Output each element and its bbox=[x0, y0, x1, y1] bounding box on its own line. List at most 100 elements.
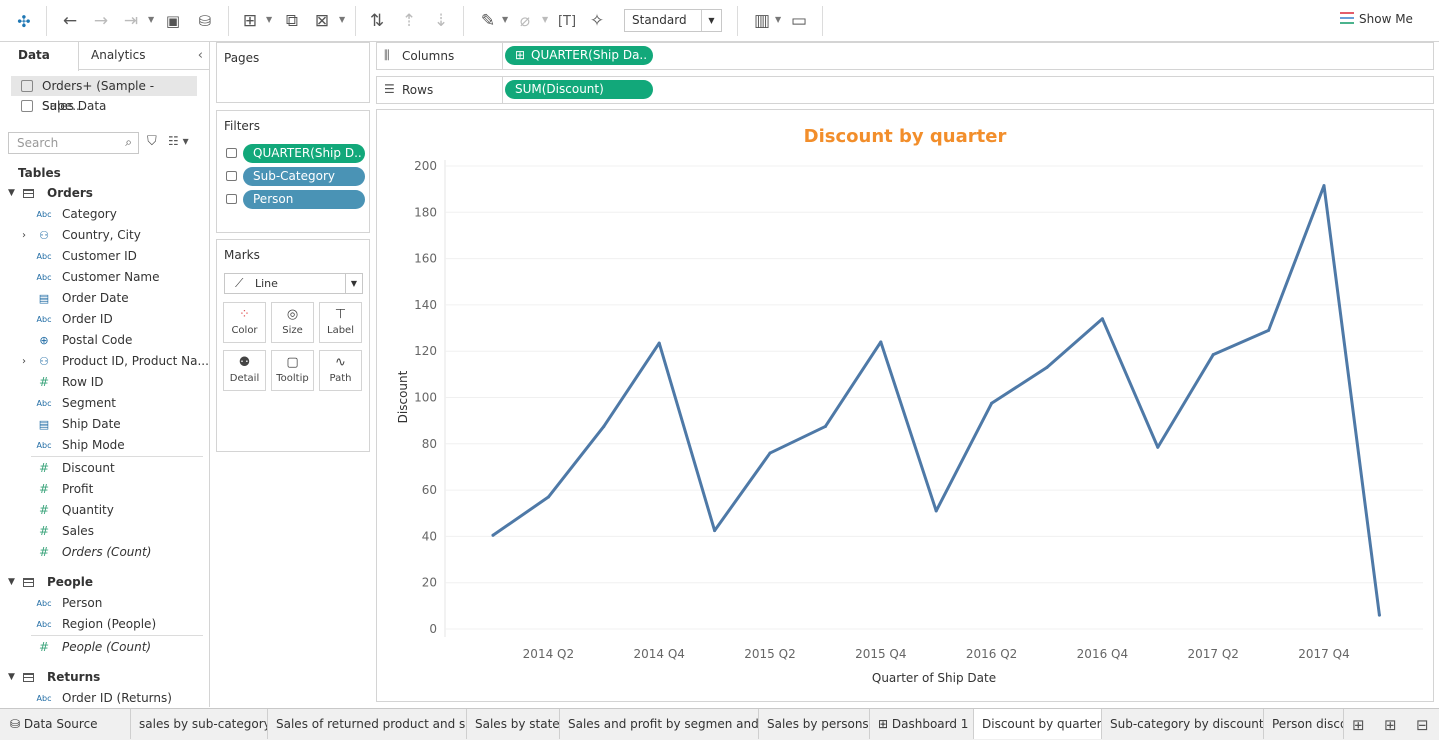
pin-icon[interactable]: ✧ bbox=[589, 11, 605, 31]
text-label-icon[interactable]: [T] bbox=[557, 13, 577, 29]
sort-ascending-icon[interactable]: ⇡ bbox=[401, 11, 417, 31]
show-cards-caret-icon[interactable]: ▼ bbox=[775, 15, 782, 24]
new-worksheet-icon[interactable]: ⊞ bbox=[1352, 716, 1365, 734]
datasource-item-sales-data[interactable]: Sales Data bbox=[0, 96, 209, 116]
chevron-right-icon[interactable]: › bbox=[22, 230, 26, 241]
search-input[interactable]: Search ⌕ bbox=[8, 132, 139, 154]
field-quantity[interactable]: # Quantity bbox=[0, 500, 208, 521]
path-button[interactable]: ∿ Path bbox=[319, 350, 362, 391]
field-segment[interactable]: Abc Segment bbox=[0, 393, 208, 414]
field-category[interactable]: Abc Category bbox=[0, 204, 208, 225]
field-customer-name[interactable]: Abc Customer Name bbox=[0, 267, 208, 288]
expand-plus-icon[interactable]: ⊞ bbox=[515, 48, 526, 62]
field-customer-id[interactable]: Abc Customer ID bbox=[0, 246, 208, 267]
save-icon[interactable]: ▣ bbox=[165, 12, 181, 30]
mark-type-value: Line bbox=[255, 277, 278, 290]
color-button[interactable]: ⁘ Color bbox=[223, 302, 266, 343]
filter-pill-person[interactable]: Person bbox=[243, 190, 365, 209]
field-order-id-returns[interactable]: Abc Order ID (Returns) bbox=[0, 688, 208, 709]
field-region-people[interactable]: Abc Region (People) bbox=[0, 614, 208, 635]
sheet-tab[interactable]: Sales of returned product and s... bbox=[268, 709, 467, 739]
tableau-logo-icon[interactable]: ✣ bbox=[17, 11, 31, 31]
field-discount[interactable]: # Discount bbox=[0, 458, 208, 479]
sheet-tab[interactable]: Sales by persons bbox=[759, 709, 870, 739]
sheet-tab[interactable]: Sales and profit by segmen and ... bbox=[560, 709, 759, 739]
rows-shelf[interactable]: ☰ Rows SUM(Discount) bbox=[376, 76, 1434, 104]
table-header-orders[interactable]: ▼ Orders bbox=[0, 183, 208, 204]
dashboard-tab[interactable]: ⊞ Dashboard 1 bbox=[870, 709, 974, 739]
replay-icon[interactable]: ⇥ bbox=[123, 11, 139, 31]
filter-icon[interactable]: ⛉ bbox=[147, 134, 157, 149]
size-label: Size bbox=[282, 325, 303, 336]
data-point bbox=[1377, 613, 1381, 617]
data-pane: Data Analytics ‹ Orders+ (Sample - Supe.… bbox=[0, 42, 210, 707]
sheet-tab-active[interactable]: Discount by quarter bbox=[974, 709, 1102, 739]
y-tick-label: 160 bbox=[414, 252, 437, 266]
tab-data[interactable]: Data bbox=[0, 42, 79, 71]
field-country-city[interactable]: › ⚇ Country, City bbox=[0, 225, 208, 246]
new-datasource-icon[interactable]: ⛁ bbox=[198, 12, 212, 30]
collapse-pane-icon[interactable]: ‹ bbox=[197, 48, 203, 63]
table-header-people[interactable]: ▼ People bbox=[0, 572, 208, 593]
sheet-tab[interactable]: Sales by state bbox=[467, 709, 560, 739]
field-ship-date[interactable]: ▤ Ship Date bbox=[0, 414, 208, 435]
group-icon[interactable]: ⌀ bbox=[519, 11, 531, 31]
field-ship-mode[interactable]: Abc Ship Mode bbox=[0, 435, 208, 456]
field-product-id[interactable]: › ⚇ Product ID, Product Na... bbox=[0, 351, 208, 372]
rows-pill-discount[interactable]: SUM(Discount) bbox=[505, 80, 653, 99]
mark-type-select[interactable]: ⟋ Line ▼ bbox=[224, 273, 363, 294]
clear-sheet-caret-icon[interactable]: ▼ bbox=[339, 15, 346, 24]
columns-pill-quarter[interactable]: ⊞ QUARTER(Ship Da.. bbox=[505, 46, 653, 65]
replay-caret-icon[interactable]: ▼ bbox=[148, 15, 155, 24]
field-row-id[interactable]: # Row ID bbox=[0, 372, 208, 393]
field-order-id[interactable]: Abc Order ID bbox=[0, 309, 208, 330]
chart-view[interactable]: Discount by quarter 0 20 40 60 80 100 120 140 160… bbox=[376, 109, 1434, 702]
datasource-item-orders[interactable]: Orders+ (Sample - Supe... bbox=[11, 76, 197, 113]
new-worksheet-caret-icon[interactable]: ▼ bbox=[266, 15, 273, 24]
redo-icon[interactable]: → bbox=[93, 11, 109, 31]
swap-icon[interactable]: ⇅ bbox=[369, 11, 385, 31]
new-dashboard-icon[interactable]: ⊞ bbox=[1384, 716, 1397, 734]
duplicate-icon[interactable]: ⧉ bbox=[285, 11, 299, 31]
field-postal-code[interactable]: ⊕ Postal Code bbox=[0, 330, 208, 351]
field-label: Ship Date bbox=[62, 417, 121, 431]
group-caret-icon[interactable]: ▼ bbox=[542, 15, 549, 24]
pages-card[interactable]: Pages bbox=[216, 42, 370, 103]
size-button[interactable]: ◎ Size bbox=[271, 302, 314, 343]
sheet-tab[interactable]: Sub-category by discount bbox=[1102, 709, 1264, 739]
field-label: Order ID (Returns) bbox=[62, 691, 172, 705]
sheet-tab[interactable]: Person disco bbox=[1264, 709, 1344, 739]
view-options-icon[interactable]: ☷ ▾ bbox=[168, 134, 189, 148]
field-profit[interactable]: # Profit bbox=[0, 479, 208, 500]
fit-mode-select[interactable]: Standard ▼ bbox=[624, 9, 722, 32]
columns-shelf[interactable]: ⫼ Columns ⊞ QUARTER(Ship Da.. bbox=[376, 42, 1434, 70]
line-chart[interactable]: Discount by quarter 0 20 40 60 80 100 120 140 160… bbox=[377, 110, 1433, 701]
tooltip-button[interactable]: ▢ Tooltip bbox=[271, 350, 314, 391]
show-me-button[interactable]: Show Me bbox=[1340, 12, 1413, 26]
detail-button[interactable]: ⚉ Detail bbox=[223, 350, 266, 391]
sort-descending-icon[interactable]: ⇣ bbox=[433, 11, 449, 31]
highlight-caret-icon[interactable]: ▼ bbox=[502, 15, 509, 24]
field-people-count[interactable]: # People (Count) bbox=[0, 637, 208, 658]
tab-data-source[interactable]: ⛁ Data Source bbox=[0, 709, 131, 739]
filter-pill-quarter[interactable]: QUARTER(Ship D.. bbox=[243, 144, 365, 163]
new-story-icon[interactable]: ⊟ bbox=[1416, 716, 1429, 734]
chevron-right-icon[interactable]: › bbox=[22, 356, 26, 367]
undo-icon[interactable]: ← bbox=[62, 11, 78, 31]
table-header-returns[interactable]: ▼ Returns bbox=[0, 667, 208, 688]
table-icon bbox=[23, 673, 34, 682]
field-sales[interactable]: # Sales bbox=[0, 521, 208, 542]
filters-card[interactable]: Filters QUARTER(Ship D.. Sub-Category Pe… bbox=[216, 110, 370, 233]
sheet-tab[interactable]: sales by sub-category bbox=[131, 709, 268, 739]
label-button[interactable]: ⊤ Label bbox=[319, 302, 362, 343]
presentation-icon[interactable]: ▭ bbox=[790, 11, 808, 31]
field-person[interactable]: Abc Person bbox=[0, 593, 208, 614]
field-order-date[interactable]: ▤ Order Date bbox=[0, 288, 208, 309]
filter-pill-sub-category[interactable]: Sub-Category bbox=[243, 167, 365, 186]
clear-sheet-icon[interactable]: ⊠ bbox=[314, 11, 330, 31]
new-worksheet-icon[interactable]: ⊞ bbox=[242, 11, 258, 31]
show-cards-icon[interactable]: ▥ bbox=[753, 11, 771, 31]
tab-analytics[interactable]: Analytics bbox=[91, 48, 146, 62]
highlight-icon[interactable]: ✎ bbox=[480, 11, 496, 31]
field-orders-count[interactable]: # Orders (Count) bbox=[0, 542, 208, 563]
